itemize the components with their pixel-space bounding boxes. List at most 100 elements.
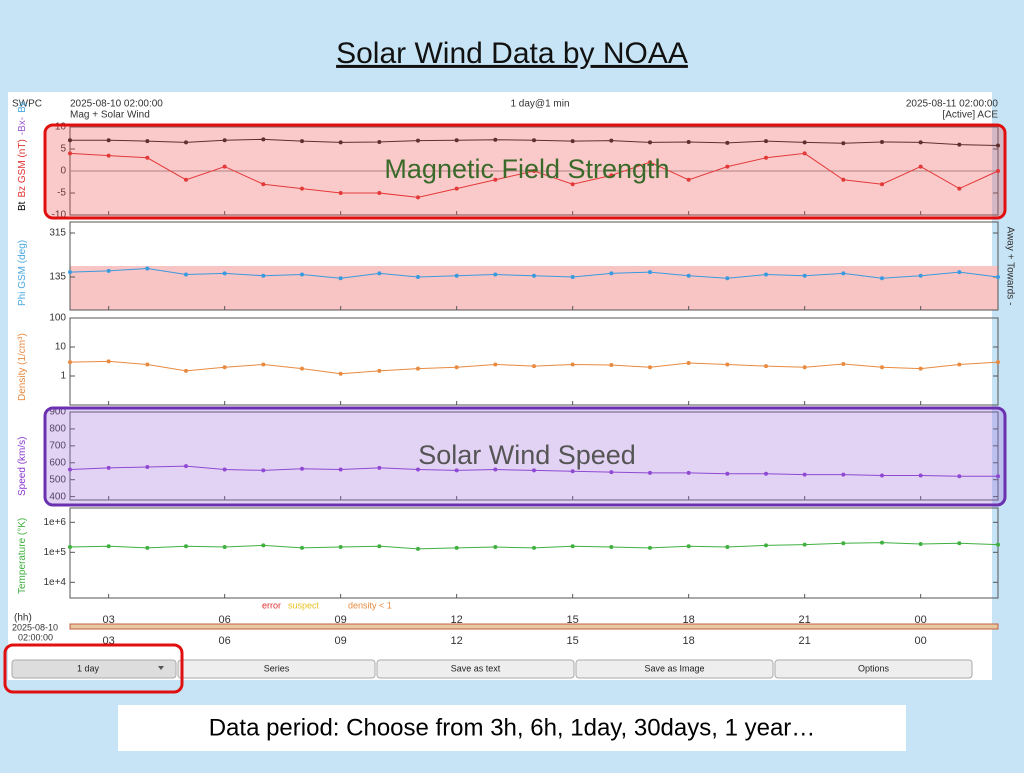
data-point bbox=[184, 544, 188, 549]
y-tick-label: 315 bbox=[49, 228, 66, 239]
y-axis-label: Density (1/cm³) bbox=[17, 333, 28, 401]
data-point bbox=[686, 544, 691, 549]
data-point bbox=[68, 270, 72, 275]
data-point bbox=[841, 177, 846, 182]
data-point bbox=[184, 272, 188, 277]
data-point bbox=[300, 186, 304, 191]
resolution: 1 day@1 min bbox=[510, 99, 569, 110]
data-point bbox=[725, 362, 730, 367]
data-point bbox=[145, 465, 150, 469]
x-tick-label: 09 bbox=[335, 635, 347, 647]
data-point bbox=[957, 362, 962, 367]
data-point bbox=[764, 155, 768, 160]
x-tick-label: 18 bbox=[683, 614, 695, 626]
toolbar-button[interactable] bbox=[376, 659, 575, 679]
data-point bbox=[996, 143, 1000, 148]
toolbar-button[interactable] bbox=[177, 659, 376, 679]
data-point bbox=[648, 545, 652, 550]
data-point bbox=[764, 139, 768, 144]
highlight-button bbox=[3, 643, 184, 694]
data-point bbox=[725, 164, 730, 169]
data-point bbox=[338, 276, 343, 281]
data-point bbox=[570, 469, 575, 474]
y-tick-label: 10 bbox=[55, 342, 67, 353]
toolbar-button-label[interactable]: Save as Image bbox=[644, 663, 704, 673]
data-point bbox=[841, 271, 846, 276]
data-point bbox=[570, 139, 575, 144]
toolbar-button-label[interactable]: Series bbox=[264, 663, 290, 673]
y-axis-label: Temperature (°K) bbox=[17, 518, 28, 594]
toolbar-button[interactable] bbox=[575, 659, 774, 679]
toolbar-button[interactable] bbox=[774, 659, 973, 679]
data-point bbox=[338, 371, 343, 376]
data-point bbox=[880, 473, 884, 478]
time-bar bbox=[69, 623, 999, 630]
data-point bbox=[184, 368, 188, 373]
data-point bbox=[184, 177, 188, 182]
data-point bbox=[416, 275, 420, 279]
toolbar-button-label[interactable]: Options bbox=[858, 663, 890, 673]
data-point bbox=[532, 273, 536, 278]
data-point bbox=[377, 544, 382, 549]
data-point bbox=[996, 360, 1000, 365]
caption-box bbox=[118, 705, 906, 751]
data-point bbox=[145, 155, 150, 160]
x-tick-label: 15 bbox=[567, 614, 579, 626]
data-point bbox=[880, 540, 884, 545]
data-point bbox=[300, 545, 304, 550]
data-point bbox=[918, 473, 923, 478]
data-point bbox=[184, 140, 188, 145]
x-tick-label: 21 bbox=[799, 635, 811, 647]
data-point bbox=[493, 272, 498, 277]
annotation: Magnetic Field Strength bbox=[384, 154, 669, 184]
data-point bbox=[454, 545, 459, 550]
y-tick-label: 800 bbox=[49, 424, 66, 435]
data-point bbox=[300, 272, 304, 277]
y-axis-label: Bt Bz GSM (nT) -Bx- By bbox=[17, 101, 28, 211]
data-point bbox=[957, 474, 962, 479]
source: SWPC bbox=[12, 99, 42, 110]
data-point bbox=[338, 191, 343, 195]
data-point bbox=[493, 467, 498, 472]
data-point bbox=[145, 545, 150, 550]
data-point bbox=[648, 160, 652, 165]
flag-label: error bbox=[262, 600, 281, 610]
data-point bbox=[996, 275, 1000, 279]
data-point bbox=[764, 364, 768, 369]
y-tick-label: 1e+6 bbox=[43, 517, 66, 528]
panel-frame bbox=[69, 221, 999, 311]
data-point bbox=[416, 138, 420, 143]
data-point bbox=[106, 138, 111, 143]
data-point bbox=[106, 153, 111, 158]
data-point bbox=[880, 182, 884, 187]
toolbar-button[interactable] bbox=[11, 659, 177, 679]
x-tick-label: 06 bbox=[219, 635, 231, 647]
y-tick-label: -5 bbox=[57, 188, 66, 199]
data-point bbox=[68, 467, 72, 472]
data-point bbox=[764, 272, 768, 277]
toolbar-button-label[interactable]: 1 day bbox=[77, 663, 100, 673]
data-point bbox=[918, 541, 923, 546]
y-tick-label: 100 bbox=[49, 313, 66, 324]
data-point bbox=[222, 138, 227, 143]
data-point bbox=[802, 472, 807, 477]
data-point bbox=[261, 543, 266, 548]
annotation: Solar Wind Speed bbox=[418, 440, 636, 470]
x-tick-label: 12 bbox=[451, 635, 463, 647]
data-point bbox=[648, 270, 652, 275]
y-axis-label-part: Speed (km/s) bbox=[17, 437, 28, 496]
data-point bbox=[532, 364, 536, 369]
highlight-mag bbox=[43, 123, 1007, 220]
caption: Data period: Choose from 3h, 6h, 1day, 3… bbox=[209, 714, 816, 741]
x-tick-label: 00 bbox=[915, 635, 927, 647]
y-tick-label: 5 bbox=[60, 144, 66, 155]
end-time: 2025-08-11 02:00:00 bbox=[906, 99, 999, 110]
data-point bbox=[686, 361, 691, 366]
data-point bbox=[532, 138, 536, 143]
toolbar-button-label[interactable]: Save as text bbox=[451, 663, 501, 673]
y-axis-label-part: Bz GSM (nT) bbox=[17, 139, 28, 197]
data-point bbox=[454, 186, 459, 191]
data-point bbox=[609, 271, 614, 276]
data-point bbox=[145, 139, 150, 144]
data-point bbox=[686, 470, 691, 475]
